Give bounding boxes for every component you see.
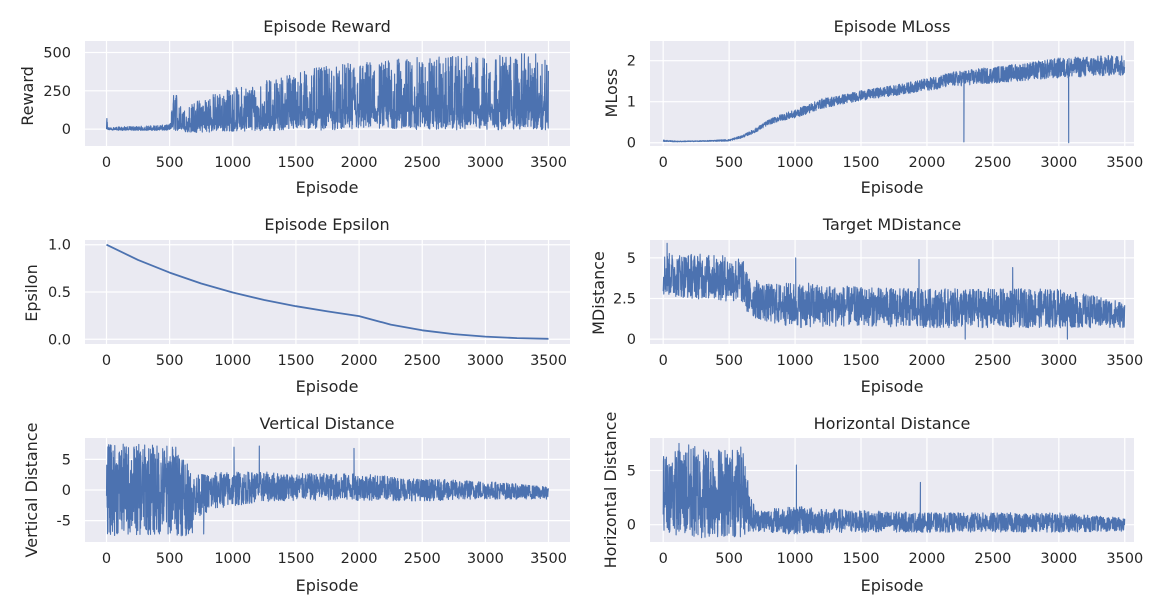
x-axis-label: Episode [861, 178, 924, 197]
x-tick-label: 1500 [843, 353, 880, 369]
y-axis-label: Vertical Distance [22, 423, 41, 558]
subplot-vertical-distance: Vertical Distance Episode Vertical Dista… [22, 414, 570, 595]
x-tick-label: 2000 [908, 155, 945, 171]
y-axis-label: Epsilon [22, 264, 41, 321]
x-tick-label: 2500 [404, 551, 441, 567]
x-tick-label: 1500 [843, 551, 880, 567]
x-tick-label: 3500 [1106, 551, 1143, 567]
y-axis-label: MLoss [602, 69, 621, 118]
plot-title: Vertical Distance [260, 414, 395, 433]
x-tick-label: 1500 [277, 353, 314, 369]
x-tick-label: 2000 [908, 551, 945, 567]
x-tick-label: 1500 [843, 155, 880, 171]
x-tick-label: 2500 [974, 551, 1011, 567]
x-tick-label: 3500 [530, 353, 567, 369]
y-tick-label: 1.0 [48, 238, 71, 254]
series-line [662, 242, 1126, 340]
y-tick-label: 0 [627, 518, 636, 534]
x-tick-label: 2500 [404, 155, 441, 171]
x-tick-label: 2000 [908, 353, 945, 369]
x-tick-label: 3000 [467, 353, 504, 369]
y-axis-label: Reward [18, 66, 37, 126]
series-line [662, 55, 1126, 144]
y-tick-label: 2 [627, 54, 636, 70]
plot-title: Episode Epsilon [264, 215, 389, 234]
x-tick-label: 500 [156, 353, 184, 369]
y-tick-label: 1 [627, 95, 636, 111]
x-tick-label: 0 [102, 155, 111, 171]
y-tick-label: 0 [627, 332, 636, 348]
series-line [662, 442, 1126, 539]
x-tick-label: 3500 [530, 551, 567, 567]
subplot-episode-reward: Episode Reward Episode Reward 0 500 1000 15… [18, 17, 570, 197]
x-tick-label: 0 [102, 551, 111, 567]
x-tick-label: 1000 [777, 353, 814, 369]
y-tick-label: 2.5 [613, 292, 636, 308]
x-tick-label: 2500 [974, 353, 1011, 369]
subplot-horizontal-distance: Horizontal Distance Episode Horizontal D… [601, 412, 1143, 595]
plot-title: Target MDistance [822, 215, 961, 234]
x-tick-label: 1000 [214, 551, 251, 567]
series-line [105, 443, 549, 537]
x-tick-label: 1000 [214, 353, 251, 369]
x-tick-label: 3500 [530, 155, 567, 171]
x-tick-label: 2000 [341, 551, 378, 567]
y-axis-label: MDistance [589, 251, 608, 335]
x-tick-label: 3000 [1040, 353, 1077, 369]
plot-title: Episode MLoss [834, 17, 951, 36]
y-tick-label: 0 [62, 122, 71, 138]
y-tick-label: 0.0 [48, 332, 71, 348]
plot-title: Episode Reward [263, 17, 391, 36]
subplot-episode-mloss: Episode MLoss Episode MLoss 0 500 1000 1500… [602, 17, 1143, 197]
x-axis-label: Episode [861, 377, 924, 396]
x-axis-label: Episode [861, 576, 924, 595]
x-tick-label: 3000 [1040, 155, 1077, 171]
subplot-episode-epsilon: Episode Epsilon Episode Epsilon 0 500 1000… [22, 215, 570, 396]
series-line [105, 53, 549, 133]
x-tick-label: 500 [715, 155, 743, 171]
x-tick-label: 3000 [1040, 551, 1077, 567]
x-tick-label: 1000 [777, 155, 814, 171]
x-tick-label: 0 [102, 353, 111, 369]
x-tick-label: 0 [659, 155, 668, 171]
x-tick-label: 2000 [341, 353, 378, 369]
x-tick-label: 2000 [341, 155, 378, 171]
x-axis-label: Episode [296, 178, 359, 197]
y-tick-label: 0 [62, 483, 71, 499]
subplot-target-mdistance: Target MDistance Episode MDistance 0 500 1… [589, 215, 1143, 396]
x-tick-label: 500 [156, 551, 184, 567]
x-tick-label: 3000 [467, 155, 504, 171]
x-axis-label: Episode [296, 377, 359, 396]
x-tick-label: 0 [659, 353, 668, 369]
plot-title: Horizontal Distance [814, 414, 971, 433]
x-tick-label: 3000 [467, 551, 504, 567]
y-tick-label: 0.5 [48, 285, 71, 301]
y-tick-label: 0 [627, 136, 636, 152]
x-tick-label: 2500 [974, 155, 1011, 171]
plot-background [650, 41, 1134, 146]
x-tick-label: 500 [715, 551, 743, 567]
x-axis-label: Episode [296, 576, 359, 595]
y-tick-label: 5 [627, 464, 636, 480]
x-tick-label: 1000 [777, 551, 814, 567]
y-tick-label: 250 [43, 84, 71, 100]
x-tick-label: 1500 [277, 155, 314, 171]
y-tick-label: 5 [627, 251, 636, 267]
series-line [106, 243, 549, 340]
x-tick-label: 3500 [1106, 353, 1143, 369]
y-axis-label: Horizontal Distance [601, 412, 620, 569]
x-tick-label: 2500 [404, 353, 441, 369]
x-tick-label: 0 [659, 551, 668, 567]
y-tick-label: 500 [43, 45, 71, 61]
x-tick-label: 3500 [1106, 155, 1143, 171]
x-tick-label: 500 [715, 353, 743, 369]
x-tick-label: 1500 [277, 551, 314, 567]
x-tick-label: 1000 [214, 155, 251, 171]
x-tick-label: 500 [156, 155, 184, 171]
y-tick-label: 5 [62, 452, 71, 468]
y-tick-label: -5 [57, 514, 71, 530]
